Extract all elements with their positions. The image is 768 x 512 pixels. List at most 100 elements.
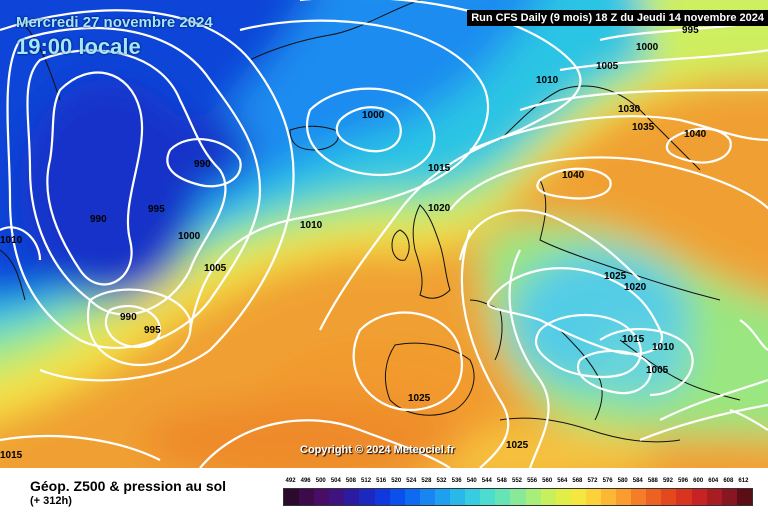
scale-swatch [359, 489, 375, 505]
scale-swatch [661, 489, 677, 505]
scale-label: 504 [330, 478, 341, 484]
isobar-label: 1035 [632, 122, 655, 133]
scale-label: 568 [572, 478, 583, 484]
scale-label: 516 [376, 478, 387, 484]
scale-label: 564 [557, 478, 568, 484]
scale-label: 584 [632, 478, 643, 484]
scale-swatch [314, 489, 330, 505]
scale-label: 556 [527, 478, 538, 484]
scale-label: 596 [678, 478, 689, 484]
scale-label: 612 [738, 478, 749, 484]
scale-label: 532 [436, 478, 447, 484]
isobar-label: 1010 [536, 75, 559, 86]
scale-swatch [600, 489, 617, 505]
scale-swatch [585, 489, 601, 505]
isobar-label: 1015 [0, 450, 23, 461]
scale-swatch [570, 489, 586, 505]
scale-swatch [284, 489, 300, 505]
legend-subtitle: (+ 312h) [30, 495, 72, 507]
isobar-label: 995 [682, 25, 699, 36]
isobar-label: 1000 [636, 42, 659, 53]
scale-swatch [404, 489, 420, 505]
isobar-label: 1040 [684, 129, 707, 140]
isobar-label: 1005 [646, 365, 669, 376]
legend-panel: Géop. Z500 & pression au sol (+ 312h) 49… [0, 468, 768, 512]
scale-swatch [631, 489, 647, 505]
scale-swatch [299, 489, 315, 505]
isobar-label: 1000 [178, 231, 201, 242]
scale-swatch [676, 489, 692, 505]
isobar-label: 1025 [408, 393, 431, 404]
isobar-label: 1010 [0, 235, 23, 246]
forecast-date: Mercredi 27 novembre 2024 [16, 14, 213, 31]
scale-label: 512 [361, 478, 372, 484]
isobar-label: 995 [144, 325, 161, 336]
scale-swatch [419, 489, 435, 505]
isobar-label: 1010 [300, 220, 323, 231]
isobar-label: 990 [194, 159, 211, 170]
scale-label: 500 [315, 478, 326, 484]
forecast-time: 19:00 locale [16, 34, 141, 59]
scale-label: 520 [391, 478, 402, 484]
isobar-label: 1040 [562, 170, 585, 181]
legend-title: Géop. Z500 & pression au sol [30, 478, 227, 494]
scale-label: 492 [285, 478, 296, 484]
isobar-label: 1005 [204, 263, 227, 274]
scale-label: 496 [300, 478, 311, 484]
scale-swatch [465, 489, 481, 505]
pressure-labels: 1000 1005 995 1010 1030 1035 1040 1000 9… [0, 25, 707, 461]
scale-label: 528 [421, 478, 432, 484]
isobar-label: 1025 [604, 271, 627, 282]
scale-swatch [706, 489, 722, 505]
map-canvas: 1000 1005 995 1010 1030 1035 1040 1000 9… [0, 0, 768, 468]
scale-swatch [525, 489, 541, 505]
scale-swatch [646, 489, 662, 505]
forecast-map: 1000 1005 995 1010 1030 1035 1040 1000 9… [0, 0, 768, 468]
scale-label: 608 [723, 478, 734, 484]
scale-swatch [495, 489, 511, 505]
scale-swatch [450, 489, 466, 505]
scale-label: 536 [451, 478, 462, 484]
isobar-label: 990 [120, 312, 137, 323]
isobar-label: 1015 [622, 334, 645, 345]
scale-label: 576 [602, 478, 613, 484]
scale-swatch [389, 489, 405, 505]
isobar-label: 1000 [362, 110, 385, 121]
scale-swatch [540, 489, 556, 505]
isobar-label: 1005 [596, 61, 619, 72]
scale-label: 560 [542, 478, 553, 484]
geopotential-field [0, 0, 768, 468]
isobar-label: 1015 [428, 163, 451, 174]
isobars [0, 0, 768, 468]
scale-label: 524 [406, 478, 417, 484]
scale-label: 604 [708, 478, 719, 484]
scale-label: 548 [496, 478, 507, 484]
scale-label: 508 [345, 478, 356, 484]
color-scale [283, 488, 753, 506]
scale-label: 588 [647, 478, 658, 484]
scale-swatch [329, 489, 345, 505]
scale-swatch [374, 489, 390, 505]
isobar-label: 1020 [624, 282, 647, 293]
isobar-label: 990 [90, 214, 107, 225]
run-info: Run CFS Daily (9 mois) 18 Z du Jeudi 14 … [467, 10, 768, 26]
scale-label: 592 [662, 478, 673, 484]
scale-swatch [480, 489, 496, 505]
isobar-label: 1020 [428, 203, 451, 214]
scale-swatch [434, 489, 451, 505]
scale-swatch [510, 489, 526, 505]
scale-label: 572 [587, 478, 598, 484]
scale-swatch [721, 489, 737, 505]
scale-swatch [555, 489, 571, 505]
scale-label: 544 [481, 478, 492, 484]
isobar-label: 1030 [618, 104, 641, 115]
scale-swatch [691, 489, 707, 505]
scale-label: 600 [693, 478, 704, 484]
scale-label: 552 [511, 478, 523, 484]
scale-label: 540 [466, 478, 477, 484]
scale-label: 580 [617, 478, 628, 484]
scale-swatch [616, 489, 632, 505]
scale-swatch [736, 489, 752, 505]
isobar-label: 1025 [506, 440, 529, 451]
